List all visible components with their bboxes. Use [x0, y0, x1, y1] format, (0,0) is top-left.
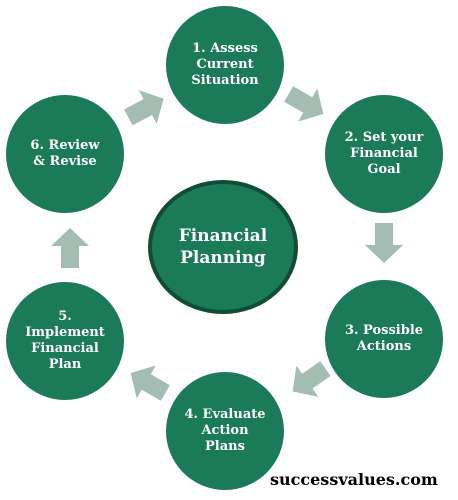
step-node-4: 4. Evaluate Action Plans: [166, 372, 284, 490]
site-watermark: successvalues.com: [270, 470, 438, 489]
arrow-6-to-1: [116, 78, 176, 138]
step-node-1-label: 1. Assess Current Situation: [191, 41, 259, 88]
step-node-5-label: 5. Implement Financial Plan: [25, 309, 105, 372]
step-node-6-label: 6. Review & Revise: [30, 138, 100, 169]
block-arrow-icon: [284, 86, 324, 122]
center-node-label: Financial Planning: [178, 226, 268, 268]
arrow-1-to-2: [276, 74, 336, 134]
step-node-1: 1. Assess Current Situation: [166, 6, 284, 124]
arrow-4-to-5: [118, 353, 178, 413]
block-arrow-icon: [292, 361, 331, 397]
block-arrow-icon: [365, 223, 403, 263]
step-node-3-label: 3. Possible Actions: [344, 323, 424, 354]
block-arrow-icon: [130, 365, 170, 401]
arrow-5-to-6: [48, 226, 92, 270]
step-node-3: 3. Possible Actions: [325, 280, 443, 398]
step-node-4-label: 4. Evaluate Action Plans: [184, 407, 266, 454]
arrow-3-to-4: [278, 349, 339, 410]
center-node: Financial Planning: [148, 180, 298, 314]
step-node-5: 5. Implement Financial Plan: [6, 282, 124, 400]
block-arrow-icon: [124, 90, 164, 126]
arrow-2-to-3: [362, 221, 406, 265]
step-node-6: 6. Review & Revise: [6, 95, 124, 213]
step-node-2-label: 2. Set your Financial Goal: [344, 130, 424, 177]
step-node-2: 2. Set your Financial Goal: [325, 95, 443, 213]
block-arrow-icon: [51, 228, 89, 268]
